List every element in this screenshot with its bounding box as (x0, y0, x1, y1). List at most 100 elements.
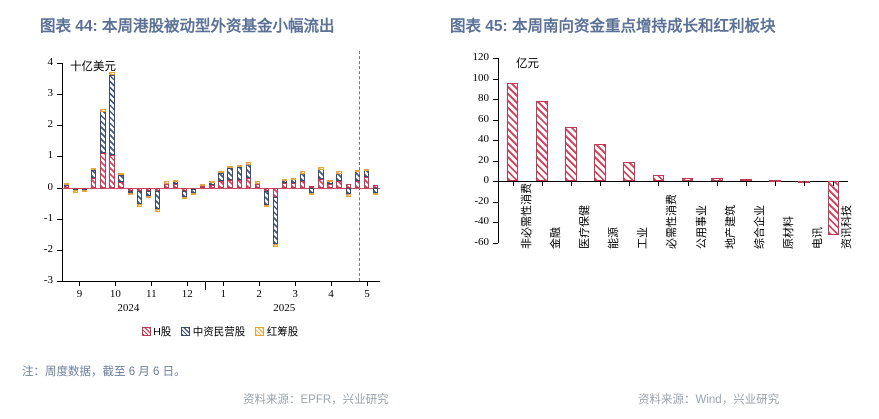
chart-45-x-tick (716, 181, 718, 187)
chart-44-x-tick-label: 9 (76, 288, 83, 300)
chart-44-x-tick (151, 281, 153, 286)
chart-45-y-tick-label: -60 (474, 236, 489, 248)
chart-44-y-tick (57, 218, 62, 220)
bar-segment-red-chip (291, 177, 297, 180)
chart-45-y-tick-label: 100 (472, 71, 490, 84)
chart-44-y-tick (57, 125, 62, 127)
legend-item-red-chip: 红筹股 (255, 324, 298, 339)
bar-segment-red-chip (281, 179, 288, 182)
chart-44-x-tick (366, 281, 368, 286)
chart-45-y-tick-label: -20 (474, 194, 489, 207)
bar-segment-h-shares (191, 187, 197, 190)
chart-45-category-label: 地产建筑 (724, 205, 737, 249)
chart-44-x-tick-label: 2 (256, 288, 262, 300)
bar-segment-private-shares (127, 190, 133, 194)
chart-44-x-axis (62, 281, 380, 282)
chart-45-category-label: 医疗保健 (578, 205, 591, 249)
chart-44-x-tick (259, 281, 261, 286)
legend-label-private-shares: 中资民营股 (192, 326, 246, 338)
bar-segment-red-chip (318, 167, 324, 170)
bar-segment-private-shares (345, 187, 351, 195)
bar-segment-red-chip (63, 183, 70, 186)
bar-segment-h-shares (291, 182, 297, 188)
chart-45-category-label: 公用事业 (695, 205, 708, 249)
legend-swatch-red-chip (255, 327, 265, 336)
bar-segment-private-shares (309, 187, 315, 194)
bar-segment-red-chip (182, 196, 188, 200)
bar-segment-red-chip (109, 72, 115, 76)
chart-45-bar (710, 178, 723, 182)
chart-44-y-tick-label: -1 (43, 211, 53, 224)
chart-44-x-tick-label: 1 (220, 288, 226, 300)
chart-45-y-tick-label: 0 (483, 174, 490, 187)
bar-segment-private-shares (118, 175, 124, 182)
chart-45-y-tick-label: 80 (478, 92, 489, 105)
chart-44-plot: -3 -2 -1 0 1 2 3 4 十亿美元 9 10 11 12 1 2 3 4 5 2024 2025 (44, 51, 380, 314)
chart-45-x-tick (775, 181, 777, 187)
chart-45-category-label: 工业 (637, 227, 650, 249)
chart-panel-44: 图表 44: 本周港股被动型外资基金小幅流出 -3 -2 -1 0 1 2 3 4 十亿美元 9 1… (0, 18, 440, 406)
chart-44-x-tick-label: 5 (364, 288, 370, 300)
chart-44-source: 资料来源：EPFR，兴业研究 (243, 394, 389, 406)
chart-45-x-tick (600, 181, 602, 187)
chart-45-y-tick-label: 120 (472, 51, 490, 63)
bar-segment-h-shares (118, 181, 124, 188)
bar-segment-private-shares (336, 172, 342, 181)
chart-45-zero-axis (498, 181, 848, 183)
chart-45-y-tick-label: 40 (478, 133, 489, 146)
legend-item-private-shares: 中资民营股 (181, 324, 245, 339)
bar-segment-h-shares (209, 185, 215, 188)
bar-segment-red-chip (100, 109, 106, 112)
bar-segment-red-chip (82, 190, 88, 193)
bar-segment-h-shares (327, 183, 333, 188)
bar-segment-h-shares (300, 181, 306, 188)
chart-44-year-label: 2025 (273, 302, 296, 314)
chart-45-y-tick (493, 201, 498, 203)
bar-segment-red-chip (191, 192, 197, 195)
chart-45-category-label: 原材料 (783, 216, 796, 249)
chart-45-y-tick (493, 160, 498, 162)
bar-segment-h-shares (345, 184, 351, 188)
bar-segment-private-shares (145, 190, 151, 197)
bar-segment-private-shares (91, 169, 97, 179)
bar-segment-h-shares (91, 178, 97, 188)
chart-45-category-label: 金融 (549, 227, 562, 249)
chart-44-x-tick (223, 281, 225, 286)
bar-segment-red-chip (136, 204, 142, 207)
chart-45-y-tick-label: 60 (478, 112, 489, 125)
bar-segment-private-shares (191, 189, 197, 193)
legend-swatch-h-shares (141, 327, 151, 336)
bar-segment-h-shares (172, 184, 179, 188)
chart-45-unit-label: 亿元 (516, 58, 539, 70)
chart-44-y-tick (57, 63, 62, 64)
chart-45-y-tick (493, 243, 498, 244)
bar-segment-private-shares (272, 196, 279, 244)
bar-segment-h-shares (127, 187, 133, 191)
chart-44-y-tick-label: 1 (47, 149, 54, 162)
chart-44-legend: H股 中资民营股 红筹股 (0, 324, 440, 339)
chart-44-x-tick (115, 281, 117, 286)
bar-segment-private-shares (182, 191, 188, 197)
chart-44-y-axis (62, 63, 63, 281)
chart-44-dashed-marker (359, 51, 360, 281)
chart-45-bar (594, 144, 606, 182)
chart-45-bar (506, 82, 519, 182)
bar-segment-red-chip (236, 165, 242, 168)
chart-45-bar (798, 181, 811, 184)
chart-44-year-label: 2024 (117, 302, 140, 314)
bar-segment-private-shares (154, 190, 161, 210)
bar-segment-red-chip (218, 171, 224, 174)
chart-45-category-label: 必需性消费 (666, 194, 679, 249)
chart-44-title: 图表 44: 本周港股被动型外资基金小幅流出 (40, 18, 335, 35)
bar-segment-red-chip (245, 162, 251, 165)
chart-45-y-tick (493, 99, 498, 101)
chart-45-category-label: 电讯 (812, 227, 825, 249)
bar-segment-red-chip (327, 180, 333, 183)
legend-swatch-private-shares (181, 327, 191, 336)
legend-label-red-chip: 红筹股 (266, 326, 299, 338)
bar-segment-red-chip (363, 169, 369, 172)
bar-segment-red-chip (154, 209, 161, 212)
chart-45-x-tick (512, 181, 514, 187)
bar-segment-h-shares (227, 179, 233, 188)
